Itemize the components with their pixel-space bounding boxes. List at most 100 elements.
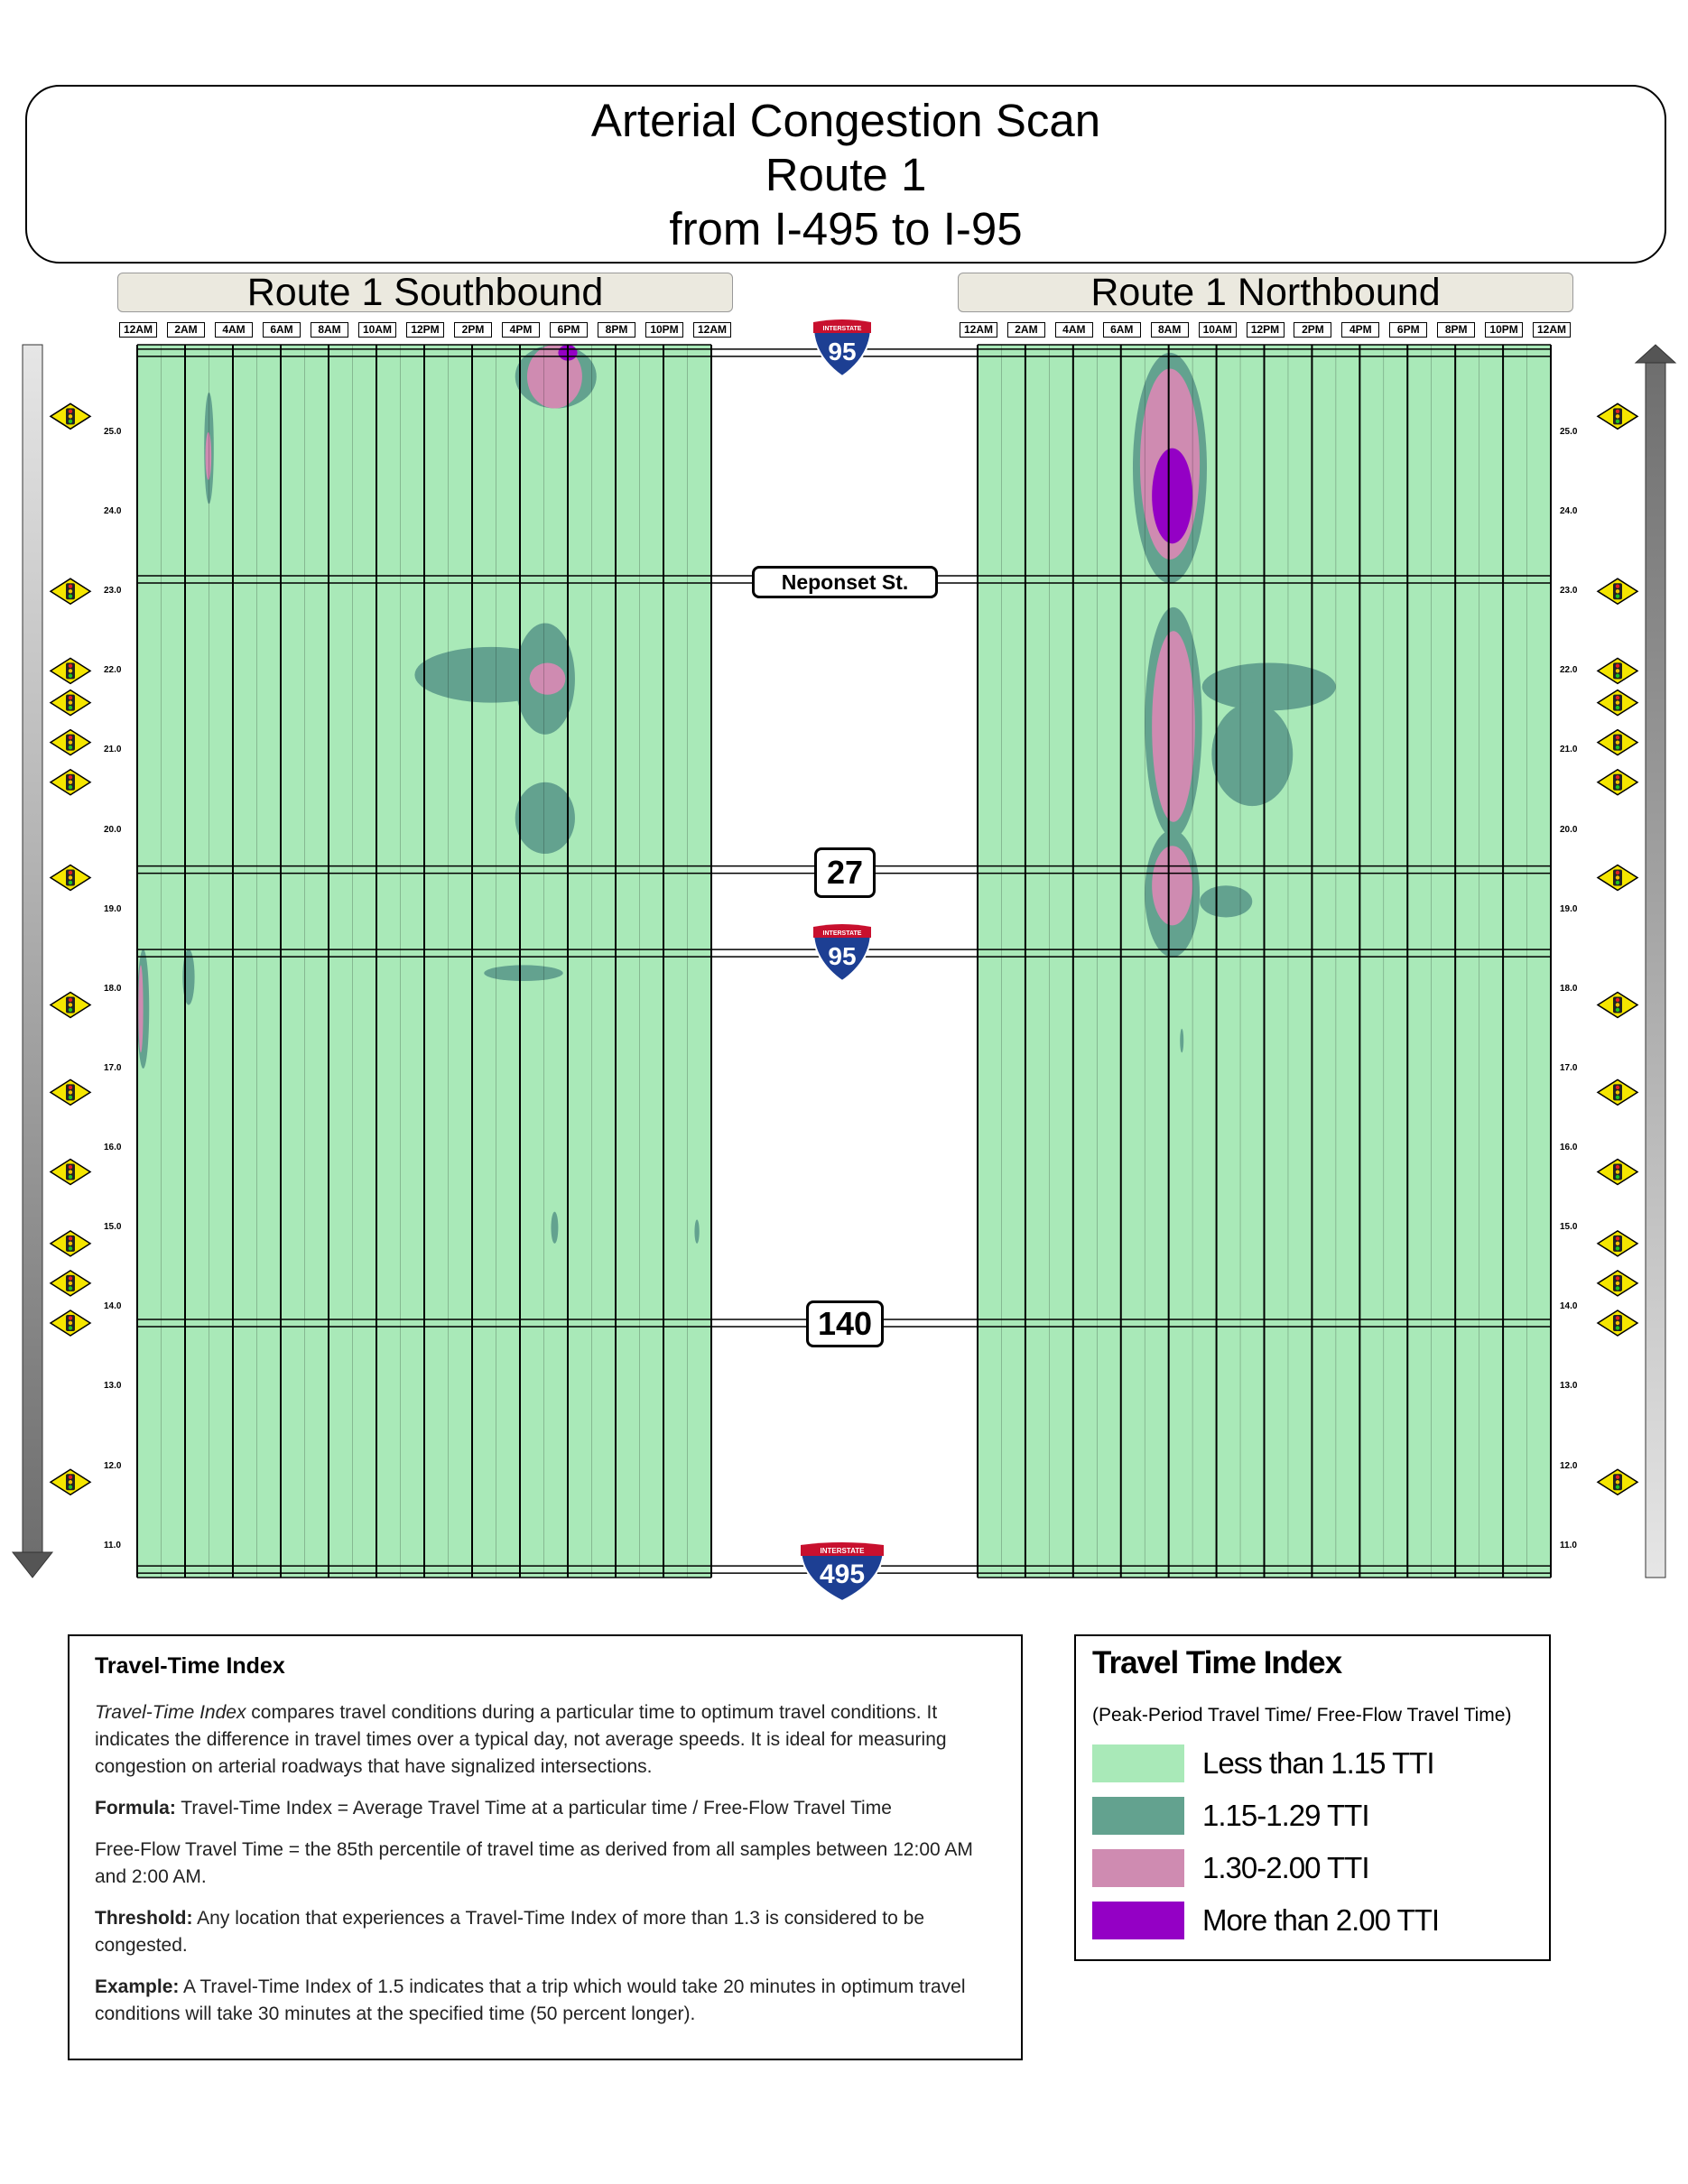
time-tick-label: 8AM: [1150, 322, 1189, 338]
traffic-signal-icon: [49, 689, 92, 717]
milepost-label: 13.0: [104, 1381, 122, 1392]
traffic-signal-icon: [49, 728, 92, 756]
milepost-label: 12.0: [1560, 1460, 1578, 1471]
legend-label-congested: 1.30-2.00 TTI: [1202, 1851, 1370, 1884]
milepost-label: 22.0: [1560, 665, 1578, 676]
milepost-label: 25.0: [1560, 426, 1578, 437]
traffic-signal-icon: [49, 578, 92, 606]
traffic-signal-icon: [1596, 1158, 1639, 1186]
time-tick-label: 12PM: [406, 322, 444, 338]
traffic-signal-icon: [49, 657, 92, 685]
milepost-label: 15.0: [104, 1222, 122, 1233]
svg-text:495: 495: [820, 1559, 865, 1589]
traffic-signal-icon: [49, 1468, 92, 1496]
time-tick-label: 4AM: [1054, 322, 1093, 338]
congestion-scan-chart: [11, 344, 1677, 1578]
milepost-label: 23.0: [104, 586, 122, 597]
up-arrow-icon: [1634, 344, 1677, 1578]
milepost-label: 17.0: [104, 1062, 122, 1073]
milepost-label: 18.0: [1560, 983, 1578, 994]
route-27-shield: 27: [814, 847, 876, 898]
milepost-label: 18.0: [104, 983, 122, 994]
milepost-label: 12.0: [104, 1460, 122, 1471]
svg-text:INTERSTATE: INTERSTATE: [823, 930, 862, 937]
traffic-signal-icon: [49, 403, 92, 430]
time-tick-label: 10AM: [358, 322, 396, 338]
congestion-region: [694, 1219, 700, 1244]
milepost-label: 20.0: [1560, 824, 1578, 835]
legend-label-moderate: 1.15-1.29 TTI: [1202, 1799, 1370, 1832]
chart-title: Arterial Congestion Scan: [590, 95, 1101, 146]
info-definition-term: Travel-Time Index: [95, 1702, 246, 1723]
congestion-region: [529, 662, 566, 695]
time-tick-label: 6AM: [263, 322, 301, 338]
congestion-region: [515, 782, 575, 855]
svg-text:INTERSTATE: INTERSTATE: [823, 326, 862, 332]
info-example-text: A Travel-Time Index of 1.5 indicates tha…: [95, 1976, 966, 2024]
milepost-label: 22.0: [104, 665, 122, 676]
time-tick-label: 12AM: [119, 322, 157, 338]
time-tick-label: 6PM: [1389, 322, 1428, 338]
info-title: Travel-Time Index: [95, 1653, 285, 1679]
milepost-label: 16.0: [104, 1143, 122, 1153]
congestion-region: [1200, 885, 1253, 918]
traffic-signal-icon: [49, 991, 92, 1019]
northbound-banner: Route 1 Northbound: [958, 273, 1573, 312]
time-tick-label: 8AM: [311, 322, 348, 338]
info-threshold-text: Any location that experiences a Travel-T…: [95, 1908, 924, 1956]
time-tick-label: 10AM: [1198, 322, 1237, 338]
time-tick-label: 6AM: [1102, 322, 1141, 338]
chart-extent: from I-495 to I-95: [669, 203, 1023, 254]
legend-subtitle: (Peak-Period Travel Time/ Free-Flow Trav…: [1092, 1705, 1512, 1726]
title-box: Arterial Congestion Scan Route 1 from I-…: [25, 85, 1666, 264]
traffic-signal-icon: [1596, 657, 1639, 685]
info-formula: Formula: Travel-Time Index = Average Tra…: [95, 1795, 996, 1822]
interstate-495-shield: INTERSTATE 495: [797, 1541, 887, 1603]
congestion-region: [1152, 448, 1193, 544]
time-tick-label: 4AM: [215, 322, 253, 338]
traffic-signal-icon: [49, 1270, 92, 1297]
milepost-label: 11.0: [104, 1540, 121, 1550]
time-tick-label: 4PM: [502, 322, 540, 338]
congestion-region: [1201, 662, 1336, 711]
chart-route: Route 1: [765, 149, 927, 200]
legend-title: Travel Time Index: [1092, 1645, 1342, 1680]
svg-text:95: 95: [828, 942, 856, 970]
info-freeflow: Free-Flow Travel Time = the 85th percent…: [95, 1839, 973, 1887]
congestion-region: [484, 965, 563, 982]
info-threshold-label: Threshold:: [95, 1908, 193, 1929]
milepost-label: 24.0: [1560, 506, 1578, 517]
congestion-region: [138, 965, 144, 1053]
milepost-label: 19.0: [104, 903, 122, 914]
traffic-signal-icon: [1596, 1468, 1639, 1496]
legend-swatch-congested: [1092, 1849, 1184, 1887]
legend-label-severe: More than 2.00 TTI: [1202, 1903, 1440, 1937]
time-tick-label: 8PM: [1437, 322, 1476, 338]
milepost-label: 17.0: [1560, 1062, 1578, 1073]
interstate-95-shield-mid: INTERSTATE 95: [810, 923, 875, 983]
congestion-region: [1152, 631, 1195, 822]
route-140-shield: 140: [806, 1300, 884, 1347]
milepost-label: 24.0: [104, 506, 122, 517]
congestion-region: [1180, 1028, 1184, 1053]
milepost-label: 19.0: [1560, 903, 1578, 914]
traffic-signal-icon: [49, 1309, 92, 1337]
milepost-label: 14.0: [1560, 1301, 1578, 1312]
congestion-region: [551, 1211, 559, 1244]
traffic-signal-icon: [1596, 728, 1639, 756]
time-tick-label: 2PM: [1294, 322, 1332, 338]
traffic-signal-icon: [1596, 864, 1639, 892]
traffic-signal-icon: [49, 1229, 92, 1257]
traffic-signal-icon: [1596, 768, 1639, 796]
time-tick-label: 10PM: [645, 322, 683, 338]
time-tick-label: 10PM: [1485, 322, 1524, 338]
time-tick-label: 12AM: [960, 322, 997, 338]
info-definition: Travel-Time Index compares travel condit…: [95, 1699, 996, 1781]
legend-swatch-low: [1092, 1744, 1184, 1782]
time-tick-label: 8PM: [598, 322, 635, 338]
interstate-95-shield-top: INTERSTATE 95: [810, 319, 875, 378]
milepost-label: 15.0: [1560, 1222, 1578, 1233]
milepost-label: 23.0: [1560, 586, 1578, 597]
time-tick-label: 6PM: [550, 322, 588, 338]
traffic-signal-icon: [1596, 991, 1639, 1019]
